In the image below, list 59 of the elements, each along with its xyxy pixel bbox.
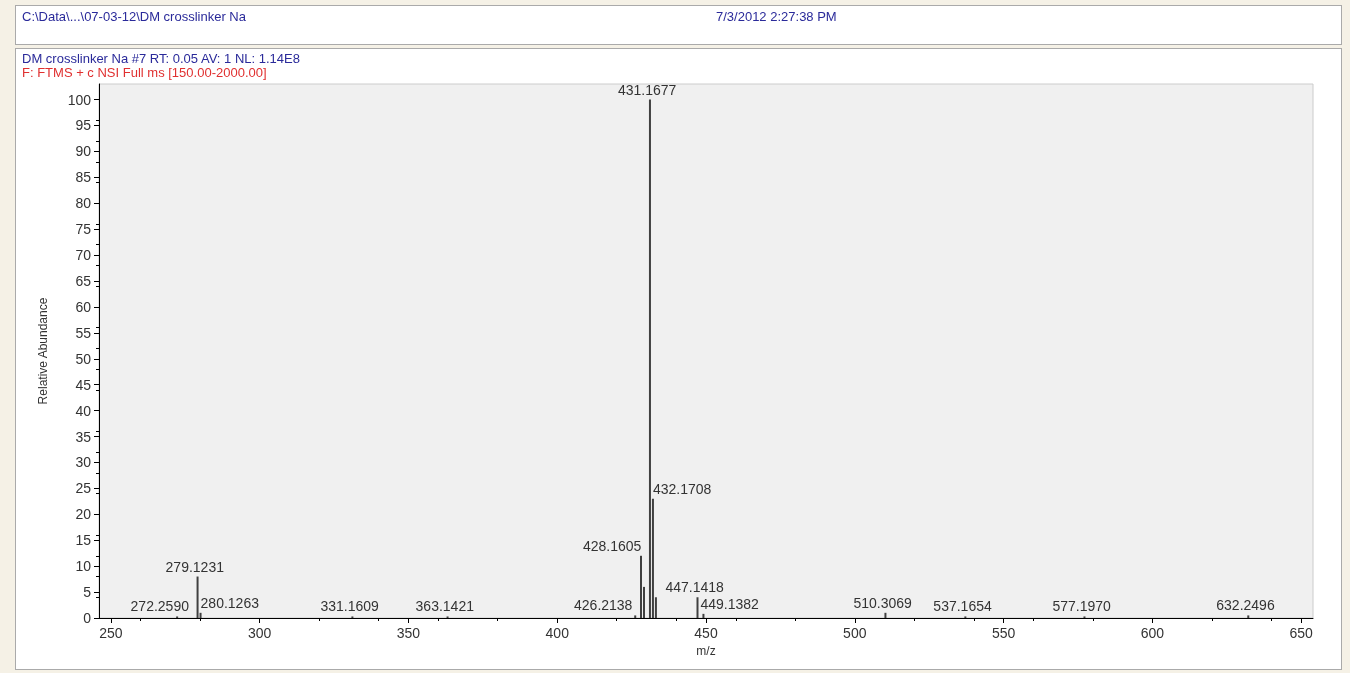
x-tick-label: 450 bbox=[694, 625, 718, 641]
bar bbox=[640, 555, 643, 618]
x-tick-label: 600 bbox=[1140, 625, 1165, 641]
y-tick-label: 55 bbox=[75, 324, 92, 341]
y-tick-label: 5 bbox=[83, 584, 92, 601]
annotation: 632.2496 bbox=[1216, 597, 1275, 614]
bar bbox=[702, 613, 705, 618]
text: C:\Data\...\07-03-12\DM crosslinker Na bbox=[22, 9, 246, 24]
annotation: 577.1970 bbox=[1052, 598, 1112, 615]
y-tick-label: 20 bbox=[75, 506, 92, 523]
y-tick-label: 25 bbox=[75, 480, 92, 497]
annotation: 363.1421 bbox=[415, 598, 475, 615]
y-tick-label: 10 bbox=[75, 558, 92, 575]
y-tick-label: 80 bbox=[75, 195, 92, 212]
y-tick-label: 0 bbox=[83, 610, 92, 626]
x-tick-label: 300 bbox=[248, 625, 272, 641]
y-tick-label: 75 bbox=[75, 221, 92, 238]
annotation: 272.2590 bbox=[130, 598, 190, 615]
chart-subtitle: F: FTMS + c NSI Full ms [150.00-2000.00] bbox=[22, 65, 268, 80]
annotation: 280.1263 bbox=[200, 594, 260, 611]
annotation: 431.1677 bbox=[617, 81, 677, 98]
bar bbox=[648, 99, 651, 618]
annotation: 428.1605 bbox=[582, 537, 642, 554]
y-tick-label: 60 bbox=[75, 298, 92, 315]
bar bbox=[634, 615, 637, 618]
bar bbox=[1247, 615, 1250, 618]
x-tick-label: 400 bbox=[545, 625, 570, 641]
annotation: 449.1382 bbox=[700, 595, 760, 612]
y-tick-label: 95 bbox=[75, 117, 92, 134]
annotation: 279.1231 bbox=[165, 558, 225, 575]
x-tick-label: 550 bbox=[991, 625, 1016, 641]
x-axis-title: m/z bbox=[696, 643, 716, 658]
y-tick-label: 30 bbox=[75, 454, 92, 471]
x-tick-label: 250 bbox=[99, 625, 123, 641]
annotation: 432.1708 bbox=[652, 480, 712, 497]
y-tick-label: 100 bbox=[67, 91, 92, 108]
y-tick-label: 50 bbox=[75, 350, 92, 367]
annotation: 447.1418 bbox=[665, 579, 725, 596]
y-tick-label: 45 bbox=[75, 376, 92, 393]
bar bbox=[884, 612, 887, 618]
y-tick-label: 40 bbox=[75, 402, 92, 419]
y-tick-label: 15 bbox=[75, 532, 92, 549]
y-tick-label: 85 bbox=[75, 169, 92, 186]
annotation: 510.3069 bbox=[853, 594, 913, 611]
y-tick-label: 90 bbox=[75, 143, 92, 160]
text: 7/3/2012 2:27:38 PM bbox=[716, 9, 837, 24]
y-tick-label: 65 bbox=[75, 273, 92, 290]
y-axis-title: Relative Abundance bbox=[36, 297, 50, 405]
x-tick-label: 500 bbox=[843, 625, 867, 641]
y-tick-label: 35 bbox=[75, 428, 92, 445]
annotation: 426.2138 bbox=[574, 597, 633, 614]
chart-title: DM crosslinker Na #7 RT: 0.05 AV: 1 NL: 1.14E8 bbox=[22, 51, 300, 66]
bar bbox=[196, 576, 199, 618]
bar bbox=[696, 597, 699, 618]
annotation: 537.1654 bbox=[933, 598, 992, 615]
y-tick-label: 70 bbox=[75, 247, 92, 264]
annotation: 331.1609 bbox=[320, 598, 379, 615]
x-tick-label: 350 bbox=[396, 625, 421, 641]
x-tick-label: 650 bbox=[1289, 625, 1313, 641]
